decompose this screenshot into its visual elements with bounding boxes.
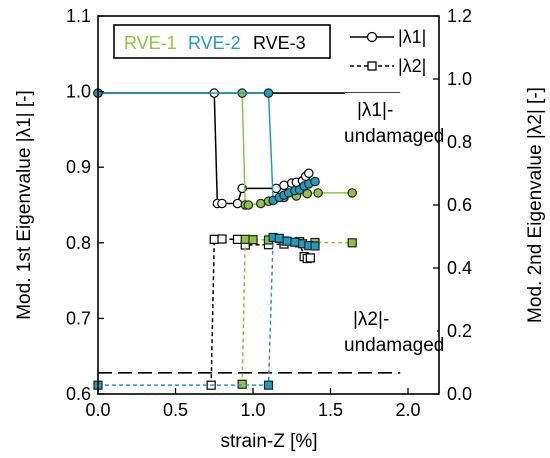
data-point <box>232 198 243 209</box>
data-point <box>290 237 300 247</box>
ticks-layer: 0.0 0.5 1.0 1.5 2.0 0.6 0.7 0.8 0.9 1.0 1.1 0.0 0.2 0… <box>66 6 472 420</box>
data-point <box>240 234 250 244</box>
data-point <box>248 235 258 245</box>
data-point <box>313 188 323 198</box>
x-tick-label: 0.5 <box>163 400 188 420</box>
y-right-tick-label: 0.8 <box>447 132 472 152</box>
series-rve-1-l2 <box>237 234 357 389</box>
data-point <box>243 200 254 210</box>
y-left-tick-label: 0.8 <box>66 233 91 253</box>
y-right-tick-label: 0.0 <box>447 384 472 404</box>
legend-l2-label: |λ2| <box>398 56 426 76</box>
y-axis-right-label: Mod. 2nd Eigenvalue |λ2| [-] <box>525 87 546 323</box>
y-right-tick-label: 1.0 <box>447 69 472 89</box>
y-axis-left-label: Mod. 1st Eigenvalue |λ1| [-] <box>14 90 35 320</box>
x-tick-label: 1.5 <box>318 400 343 420</box>
legend-rve-3: RVE-3 <box>253 33 306 53</box>
y-right-tick-label: 0.4 <box>447 258 472 278</box>
data-point <box>274 233 284 243</box>
data-point <box>232 234 243 244</box>
y-right-tick-label: 0.2 <box>447 321 472 341</box>
annotation-l2-undamaged: |λ2|- undamaged <box>344 304 444 356</box>
series-rve-2-l2 <box>93 232 320 390</box>
series-rve-2-l1 <box>93 88 320 206</box>
data-point <box>305 253 315 263</box>
data-point <box>347 188 357 198</box>
legend-l1-marker <box>366 31 378 43</box>
y-left-tick-label: 0.7 <box>66 308 91 328</box>
annotation-l2-bg <box>345 304 437 356</box>
data-point <box>279 180 289 191</box>
annotation-l1-undamaged: |λ1|- undamaged <box>344 93 444 149</box>
series-line <box>210 238 311 386</box>
rve-legend: RVE-1 RVE-2 RVE-3 <box>113 24 331 59</box>
series-rve-3-l1 <box>93 88 314 209</box>
data-point <box>310 176 320 187</box>
data-point <box>310 241 320 251</box>
legend-l2-marker <box>367 61 377 71</box>
x-tick-label: 0.0 <box>85 400 110 420</box>
data-point <box>303 168 314 179</box>
x-tick-label: 1.0 <box>240 400 265 420</box>
y-right-tick-label: 0.6 <box>447 195 472 215</box>
data-point <box>347 238 357 248</box>
rve-legend-box <box>113 24 331 59</box>
annotation-l1-bg <box>345 93 437 149</box>
y-left-tick-label: 0.6 <box>66 384 91 404</box>
legend-rve-1: RVE-1 <box>124 33 177 53</box>
y-left-tick-label: 1.0 <box>66 82 91 102</box>
data-point <box>217 198 227 209</box>
x-axis-label: strain-Z [%] <box>220 431 317 452</box>
series-line <box>98 236 316 386</box>
annotation-l2-text: undamaged <box>344 335 444 356</box>
y-left-tick-label: 1.1 <box>66 6 91 26</box>
data-point <box>263 88 274 98</box>
data-point <box>263 380 274 390</box>
data-point <box>217 234 227 244</box>
data-point <box>209 234 219 244</box>
annotation-l1-text: undamaged <box>344 126 444 147</box>
y-right-tick-label: 1.2 <box>447 6 472 26</box>
series-rve-3-l2 <box>206 234 315 390</box>
annotation-l1-symbol: |λ1|- <box>357 100 393 121</box>
series-line <box>241 238 353 385</box>
x-tick-label: 2.0 <box>395 400 420 420</box>
marker-legend: |λ1| |λ2| <box>350 27 426 76</box>
legend-l1-label: |λ1| <box>398 27 426 47</box>
legend-rve-2: RVE-2 <box>188 33 241 53</box>
data-point <box>282 236 292 246</box>
y-left-tick-label: 0.9 <box>66 157 91 177</box>
data-point <box>255 198 266 209</box>
annotation-l2-symbol: |λ2|- <box>353 309 389 330</box>
data-point <box>237 379 247 389</box>
